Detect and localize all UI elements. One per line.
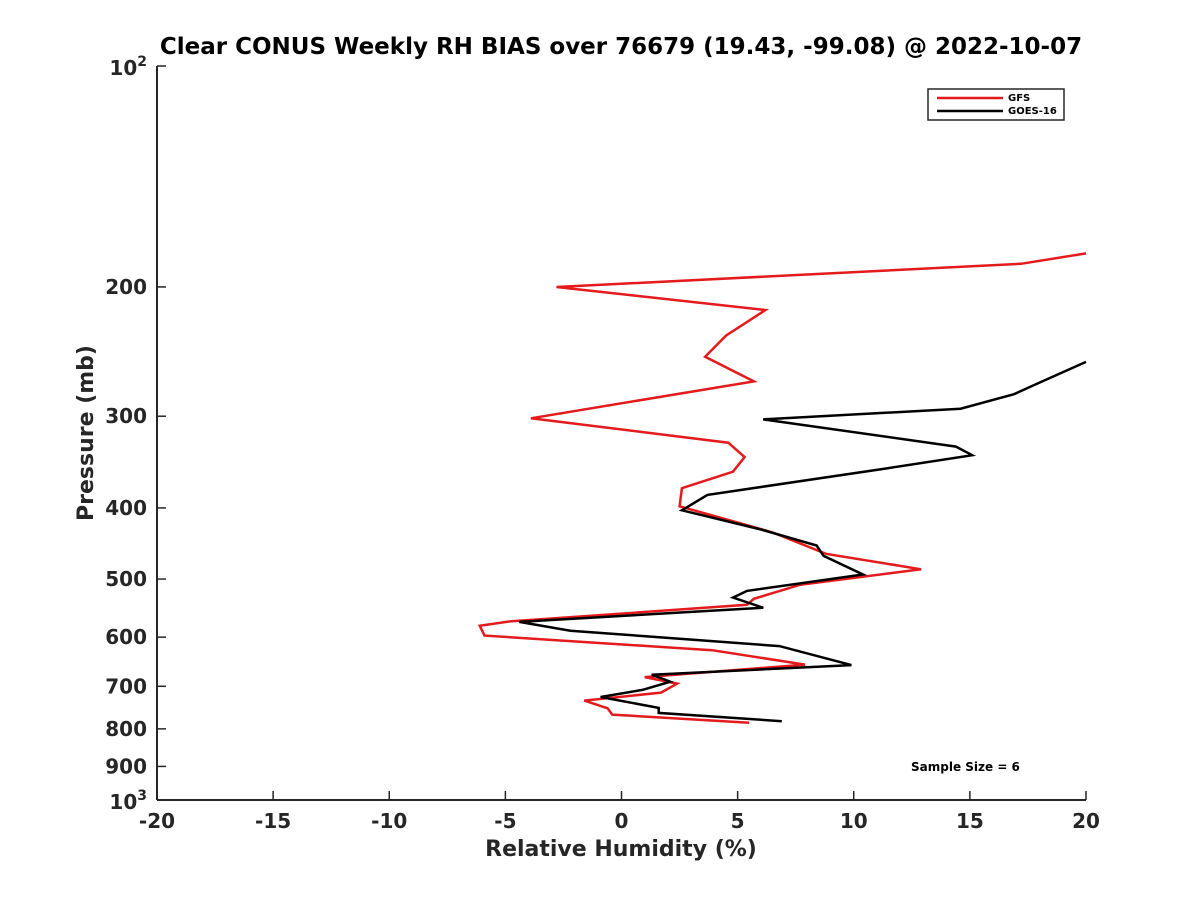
x-tick-label: 15 [956,809,984,833]
sample-size-annotation: Sample Size = 6 [911,760,1020,774]
y-tick-label: 102 [109,54,147,80]
x-tick-label: 5 [731,809,745,833]
series-line-goes16 [519,360,1087,723]
series-line-gfs [477,252,1087,725]
x-axis-label: Relative Humidity (%) [485,837,757,862]
x-tick-label: -20 [139,809,175,833]
series-layer [477,252,1087,725]
y-tick-label: 900 [105,754,147,778]
legend-box [927,88,1065,121]
y-axis-label: Pressure (mb) [74,345,99,521]
x-tick-label: 0 [615,809,629,833]
y-tick-label: 500 [105,567,147,591]
x-tick-label: 20 [1072,809,1100,833]
x-tick-label: -5 [494,809,516,833]
x-axis-ticks: -20 -15 -10 -5 0 5 10 15 20 [139,791,1100,833]
y-tick-label: 700 [105,674,147,698]
y-tick-label: 103 [109,788,147,814]
x-tick-label: -10 [371,809,407,833]
legend-label-gfs: GFS [1008,93,1030,104]
x-tick-label: 10 [840,809,868,833]
y-tick-label: 600 [105,625,147,649]
y-tick-label: 800 [105,717,147,741]
y-tick-label: 200 [105,275,147,299]
chart-title: Clear CONUS Weekly RH BIAS over 76679 (1… [160,34,1082,60]
legend: GFS GOES-16 [927,88,1065,121]
legend-label-goes16: GOES-16 [1008,106,1057,117]
x-tick-label: -15 [255,809,291,833]
plot-area: -20 -15 -10 -5 0 5 10 15 20 200 300 400 500 600 700 80… [105,54,1100,833]
y-tick-label: 400 [105,496,147,520]
y-axis-ticks: 200 300 400 500 600 700 800 900 102 103 [105,54,166,814]
y-tick-label: 300 [105,404,147,428]
